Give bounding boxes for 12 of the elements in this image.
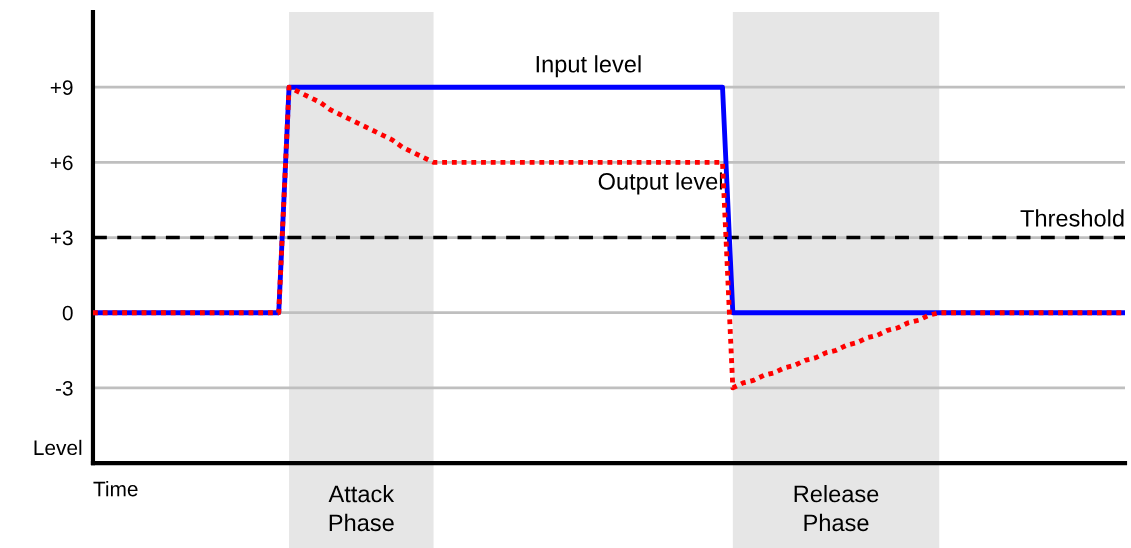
y-tick-label: +3 bbox=[50, 230, 73, 246]
text: Attack Phase bbox=[328, 484, 395, 532]
y-tick-label: 0 bbox=[62, 305, 73, 321]
y-tick-label: +6 bbox=[50, 155, 73, 171]
y-tick-label: -3 bbox=[55, 380, 73, 396]
y-tick-label: +9 bbox=[50, 80, 73, 95]
series-label: Input level bbox=[536, 55, 641, 78]
x-axis-title: Time bbox=[93, 481, 138, 497]
y-axis-title: Level bbox=[34, 439, 82, 456]
series-label: Output level bbox=[598, 172, 723, 195]
ref-line-label: Threshold bbox=[1020, 209, 1124, 227]
text: Release Phase bbox=[794, 484, 879, 532]
